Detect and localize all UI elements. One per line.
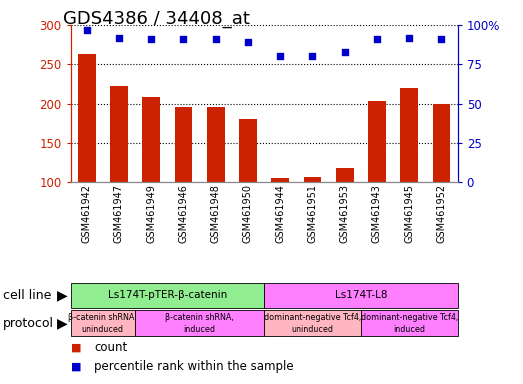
Text: GDS4386 / 34408_at: GDS4386 / 34408_at <box>63 10 251 28</box>
Bar <box>368 101 386 182</box>
Text: ▶: ▶ <box>58 316 68 330</box>
Point <box>405 35 413 41</box>
Point <box>244 39 252 45</box>
Bar <box>433 104 450 182</box>
Bar <box>401 88 418 182</box>
Text: ▶: ▶ <box>58 288 68 303</box>
FancyBboxPatch shape <box>71 283 264 308</box>
Bar <box>142 98 160 182</box>
Bar <box>304 177 321 182</box>
Point <box>115 35 123 41</box>
Text: cell line: cell line <box>3 289 51 302</box>
FancyBboxPatch shape <box>71 310 135 336</box>
Text: Ls174T-pTER-β-catenin: Ls174T-pTER-β-catenin <box>108 290 227 301</box>
Point <box>276 53 285 60</box>
Point <box>147 36 155 42</box>
Bar <box>207 107 224 182</box>
Text: β-catenin shRNA,
uninduced: β-catenin shRNA, uninduced <box>69 313 137 334</box>
Bar <box>336 168 354 182</box>
Point <box>211 36 220 42</box>
Text: ■: ■ <box>71 362 81 372</box>
Bar <box>175 107 192 182</box>
Bar <box>271 179 289 182</box>
Text: protocol: protocol <box>3 317 54 329</box>
Text: count: count <box>94 341 128 354</box>
Text: dominant-negative Tcf4,
induced: dominant-negative Tcf4, induced <box>361 313 458 334</box>
Text: β-catenin shRNA,
induced: β-catenin shRNA, induced <box>165 313 234 334</box>
Bar <box>110 86 128 182</box>
FancyBboxPatch shape <box>135 310 264 336</box>
Point <box>309 53 317 60</box>
Bar <box>78 54 96 182</box>
FancyBboxPatch shape <box>264 283 458 308</box>
Point <box>437 36 446 42</box>
Text: Ls174T-L8: Ls174T-L8 <box>335 290 387 301</box>
Text: percentile rank within the sample: percentile rank within the sample <box>94 360 294 373</box>
Point <box>179 36 188 42</box>
Text: dominant-negative Tcf4,
uninduced: dominant-negative Tcf4, uninduced <box>264 313 361 334</box>
Text: ■: ■ <box>71 343 81 353</box>
Point <box>83 26 91 33</box>
FancyBboxPatch shape <box>361 310 458 336</box>
FancyBboxPatch shape <box>264 310 361 336</box>
Point <box>340 49 349 55</box>
Bar <box>239 119 257 182</box>
Point <box>373 36 381 42</box>
